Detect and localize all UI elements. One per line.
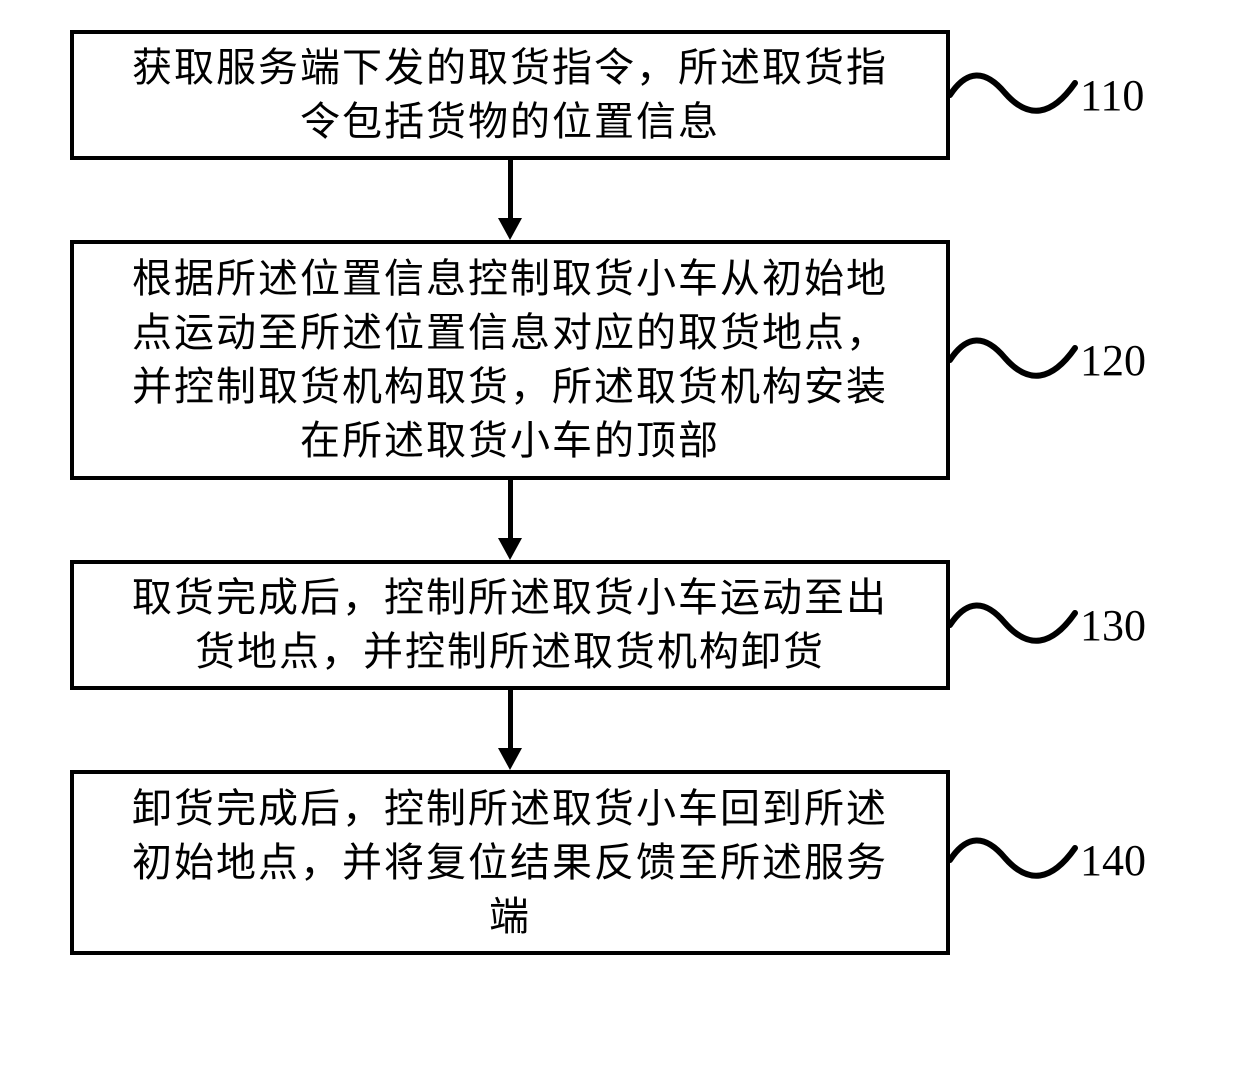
step-label-110: 110 xyxy=(1080,70,1144,121)
flow-node-110: 获取服务端下发的取货指令，所述取货指令包括货物的位置信息 xyxy=(70,30,950,160)
flow-node-text: 获取服务端下发的取货指令，所述取货指令包括货物的位置信息 xyxy=(132,41,888,149)
flow-node-text: 根据所述位置信息控制取货小车从初始地点运动至所述位置信息对应的取货地点，并控制取… xyxy=(132,252,888,468)
flow-node-text: 取货完成后，控制所述取货小车运动至出货地点，并控制所述取货机构卸货 xyxy=(132,571,888,679)
flow-arrow-head-icon xyxy=(498,218,522,240)
step-label-140: 140 xyxy=(1080,835,1146,886)
flow-node-130: 取货完成后，控制所述取货小车运动至出货地点，并控制所述取货机构卸货 xyxy=(70,560,950,690)
flow-arrow xyxy=(508,160,513,218)
connector-wave-icon xyxy=(950,595,1080,655)
flow-arrow xyxy=(508,690,513,748)
step-label-130: 130 xyxy=(1080,600,1146,651)
connector-wave-icon xyxy=(950,330,1080,390)
connector-wave-icon xyxy=(950,65,1080,125)
flow-node-text: 卸货完成后，控制所述取货小车回到所述初始地点，并将复位结果反馈至所述服务端 xyxy=(132,782,888,944)
connector-wave-icon xyxy=(950,830,1080,890)
flow-arrow-head-icon xyxy=(498,748,522,770)
flow-arrow xyxy=(508,480,513,538)
step-label-120: 120 xyxy=(1080,335,1146,386)
flow-node-140: 卸货完成后，控制所述取货小车回到所述初始地点，并将复位结果反馈至所述服务端 xyxy=(70,770,950,955)
flow-arrow-head-icon xyxy=(498,538,522,560)
flow-node-120: 根据所述位置信息控制取货小车从初始地点运动至所述位置信息对应的取货地点，并控制取… xyxy=(70,240,950,480)
